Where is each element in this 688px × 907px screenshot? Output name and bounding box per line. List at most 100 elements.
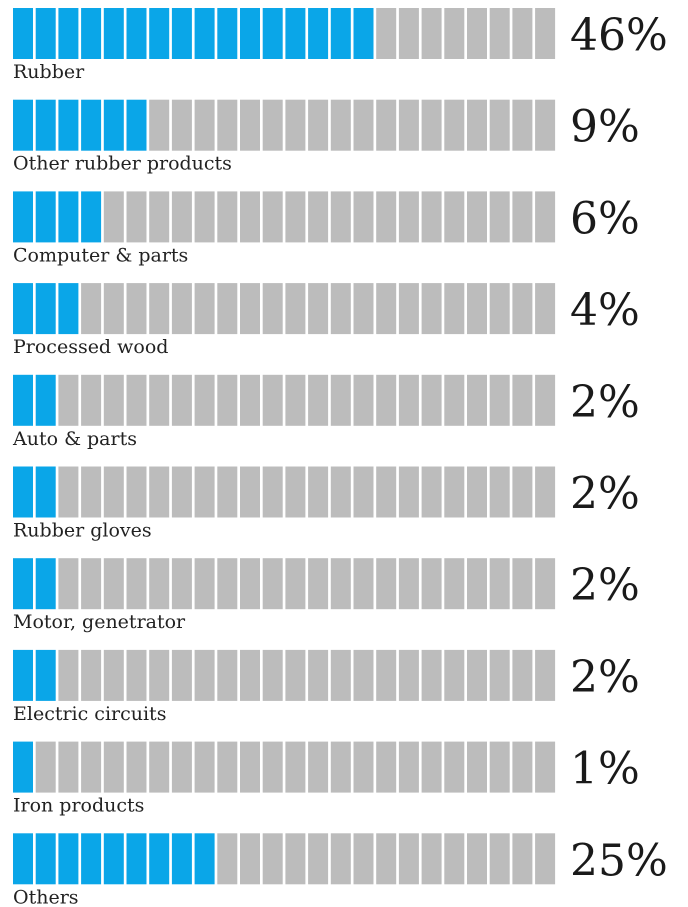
category-label: Electric circuits [13,703,166,725]
bar-segment-empty [421,191,442,243]
bar-segment-filled [35,283,56,335]
bar-segment-empty [285,833,306,885]
bar-segment-empty [421,283,442,335]
bar-segment-empty [285,99,306,151]
bar-segment-empty [353,741,374,793]
category-label: Motor, genetrator [13,611,186,633]
category-label: Iron products [13,795,144,817]
bar-segment-empty [376,833,397,885]
bar-segment-empty [535,283,556,335]
value-label: 25% [570,835,668,886]
bar-segment-empty [308,99,329,151]
bar-segment-empty [489,99,510,151]
bar-segment-empty [353,833,374,885]
bar-segment-empty [376,558,397,610]
bar-row: Electric circuits 2% [13,649,640,725]
bar-segment-empty [330,741,351,793]
bar-segment-empty [58,649,79,701]
bar-segment-empty [330,649,351,701]
bar-segment-empty [240,833,260,885]
bar-segment-empty [330,99,351,151]
bar-segment-filled [35,649,56,701]
bar-segment-empty [512,191,533,243]
bar-segment-empty [285,649,306,701]
bar-segment-empty [535,374,556,426]
bar-segment-empty [467,833,487,885]
bar-segment-empty [512,8,533,59]
bar-segment-filled [103,833,124,885]
bar-segment-empty [103,374,124,426]
bar-segment-empty [126,741,147,793]
bar-segment-empty [353,466,374,518]
bar-segment-filled [58,283,79,335]
bar-segment-empty [421,466,442,518]
bar-segment-empty [467,191,487,243]
bar-segment-empty [194,191,215,243]
bar-row: Processed wood 4% [13,283,640,358]
bar-segment-empty [194,741,215,793]
bar-segment-empty [330,466,351,518]
bar-segment-empty [81,466,102,518]
bar-segment-empty [240,466,260,518]
bar-segment-empty [171,649,192,701]
bar-segment-empty [194,283,215,335]
bar-segment-empty [103,283,124,335]
bar-segment-empty [489,8,510,59]
bar-segment-empty [330,283,351,335]
bar-segment-empty [512,833,533,885]
value-label: 2% [570,469,640,520]
bar-segment-empty [285,558,306,610]
bar-segment-empty [126,558,147,610]
bar-segment-empty [262,833,283,885]
bar-segment-empty [467,558,487,610]
bar-segment-empty [126,374,147,426]
bar-segment-empty [149,466,170,518]
bar-segment-empty [81,283,102,335]
bar-segment-empty [376,649,397,701]
bar-row: Auto & parts 2% [12,374,640,450]
bar-segment-empty [217,558,238,610]
bar-segment-filled [126,99,147,151]
bar-segment-empty [285,466,306,518]
bar-segment-empty [149,99,170,151]
bar-segment-empty [103,558,124,610]
bar-segment-empty [376,191,397,243]
bar-segment-empty [512,99,533,151]
bar-segment-empty [398,374,419,426]
bar-segment-empty [421,833,442,885]
bar-segment-empty [535,833,556,885]
bar-segment-empty [262,649,283,701]
bar-segment-empty [240,374,260,426]
category-label: Other rubber products [13,153,232,175]
bar-segment-filled [285,8,306,59]
bar-segment-filled [240,8,260,59]
bar-segment-filled [58,8,79,59]
bar-segment-empty [444,8,465,59]
bar-segment-empty [149,374,170,426]
bar-segment-empty [58,374,79,426]
bar-segment-empty [81,558,102,610]
bar-segment-empty [467,374,487,426]
bar-segment-empty [149,191,170,243]
bar-segment-empty [330,374,351,426]
bar-segment-filled [194,8,215,59]
bar-segment-empty [398,833,419,885]
bar-segment-filled [81,833,102,885]
bar-segment-empty [308,466,329,518]
bar-segment-empty [103,191,124,243]
bar-segment-empty [194,466,215,518]
bar-segment-empty [330,558,351,610]
bar-segment-empty [444,283,465,335]
bar-segment-empty [421,99,442,151]
bar-segment-empty [489,466,510,518]
bar-segment-empty [262,558,283,610]
category-label: Rubber gloves [13,520,152,542]
bar-segment-filled [35,558,56,610]
bar-segment-empty [171,374,192,426]
bar-segment-empty [467,8,487,59]
value-label: 4% [570,285,640,336]
bar-segment-empty [376,8,397,59]
bar-segment-empty [285,191,306,243]
category-label: Computer & parts [13,244,188,266]
bar-segment-empty [126,649,147,701]
